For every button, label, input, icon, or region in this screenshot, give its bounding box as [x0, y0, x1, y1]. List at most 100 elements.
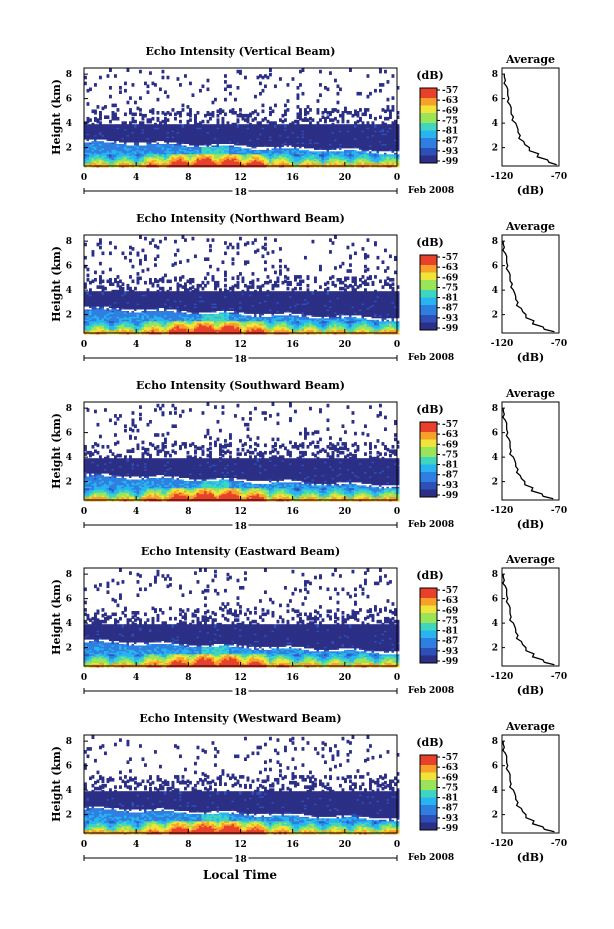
heatmap-cell — [229, 91, 232, 96]
heatmap-cell — [339, 113, 342, 118]
heatmap-cell — [84, 255, 87, 260]
heatmap-cell — [324, 124, 327, 128]
heatmap-cell — [166, 94, 170, 99]
heatmap-cell — [129, 251, 132, 256]
heatmap-cell — [296, 115, 300, 119]
heatmap-cell — [149, 241, 152, 245]
heatmap-cell — [224, 97, 227, 102]
heatmap-cell — [116, 124, 120, 128]
heatmap-cell — [86, 273, 90, 278]
heatmap-cell — [139, 69, 142, 74]
heatmap-cell — [134, 119, 137, 124]
heatmap-cell — [296, 112, 300, 117]
heatmap-cell — [111, 124, 115, 128]
heatmap-cell — [144, 113, 147, 118]
heatmap-cell — [271, 109, 275, 114]
profile-y-tick-label: 4 — [492, 119, 498, 129]
heatmap-cell — [104, 286, 107, 291]
heatmap-cell — [304, 116, 307, 121]
heatmap-cell — [144, 236, 147, 241]
heatmap-cell — [139, 235, 142, 239]
heatmap-cell — [174, 124, 177, 128]
colorbar-segment — [420, 133, 437, 136]
heatmap-cell — [361, 124, 365, 128]
heatmap-cell — [266, 119, 270, 124]
heatmap-cell — [236, 118, 240, 122]
heatmap-cell — [189, 124, 192, 128]
heatmap-cell — [111, 282, 115, 286]
heatmap-cell — [124, 88, 127, 93]
heatmap-cell — [359, 108, 362, 112]
heatmap-cell — [134, 124, 137, 128]
heatmap-cell — [94, 278, 97, 282]
heatmap-cell — [151, 116, 155, 121]
heatmap-cell — [211, 113, 215, 118]
heatmap-cell — [339, 87, 342, 92]
heatmap-cell — [286, 124, 290, 128]
y-tick-label: 8 — [66, 70, 72, 80]
heatmap-cell — [139, 258, 142, 263]
colorbar-segment — [420, 158, 437, 161]
colorbar-segment — [420, 120, 437, 124]
heatmap-cell — [131, 247, 135, 251]
heatmap-cell — [99, 291, 102, 295]
heatmap-cell — [101, 279, 105, 284]
y-axis-label: Height (km) — [50, 79, 63, 155]
heatmap-cell — [221, 109, 225, 114]
heatmap-cell — [111, 289, 115, 294]
heatmap-cell — [151, 81, 155, 86]
heatmap-cell — [181, 103, 185, 108]
heatmap-cell — [214, 124, 217, 128]
heatmap-cell — [264, 74, 267, 78]
heatmap-cell — [174, 116, 177, 121]
heatmap-cell — [209, 112, 212, 117]
heatmap-cell — [139, 276, 142, 281]
heatmap-cell — [181, 108, 185, 112]
heatmap-cell — [111, 116, 115, 121]
heatmap-cell — [324, 86, 327, 90]
heatmap-cell — [239, 69, 242, 74]
heatmap-cell — [369, 91, 372, 96]
heatmap-cell — [149, 291, 152, 295]
heatmap-cell — [144, 254, 147, 259]
heatmap-cell — [189, 81, 192, 86]
heatmap-cell — [84, 81, 87, 86]
heatmap-cell — [286, 99, 290, 103]
heatmap-cell — [96, 242, 100, 247]
heatmap-cell — [91, 291, 95, 295]
heatmap-cell — [226, 84, 230, 89]
heatmap-cell — [159, 239, 162, 244]
heatmap-cell — [176, 111, 180, 115]
colorbar-segment — [420, 155, 437, 159]
heatmap-cell — [124, 81, 127, 86]
heatmap-cell — [91, 109, 95, 114]
heatmap-cell — [159, 121, 162, 125]
heatmap-cell — [361, 112, 365, 117]
profile-frame — [501, 67, 560, 167]
heatmap-cell — [126, 68, 130, 72]
heatmap-cell — [86, 278, 90, 282]
heatmap-cell — [106, 124, 110, 128]
heatmap-cell — [341, 119, 345, 124]
colorbar-tick-label: -75 — [442, 116, 458, 126]
heatmap-cell — [336, 119, 340, 124]
heatmap-cell — [126, 283, 130, 288]
heatmap-cell — [184, 74, 187, 78]
heatmap-cell — [239, 124, 242, 128]
heatmap-cell — [124, 291, 127, 295]
heatmap — [84, 68, 400, 168]
heatmap-cell — [281, 119, 285, 124]
heatmap-cell — [266, 124, 270, 128]
heatmap-cell — [364, 108, 367, 112]
heatmap-cell — [176, 77, 180, 81]
heatmap-cell — [171, 108, 175, 112]
heatmap-cell — [336, 91, 340, 96]
heatmap-cell — [126, 124, 130, 128]
heatmap-cell — [151, 124, 155, 128]
heatmap-cell — [396, 124, 400, 128]
heatmap-cell — [281, 124, 285, 128]
heatmap-cell — [89, 87, 92, 92]
heatmap-cell — [284, 124, 287, 128]
heatmap-cell — [101, 270, 105, 275]
heatmap-cell — [91, 253, 95, 257]
